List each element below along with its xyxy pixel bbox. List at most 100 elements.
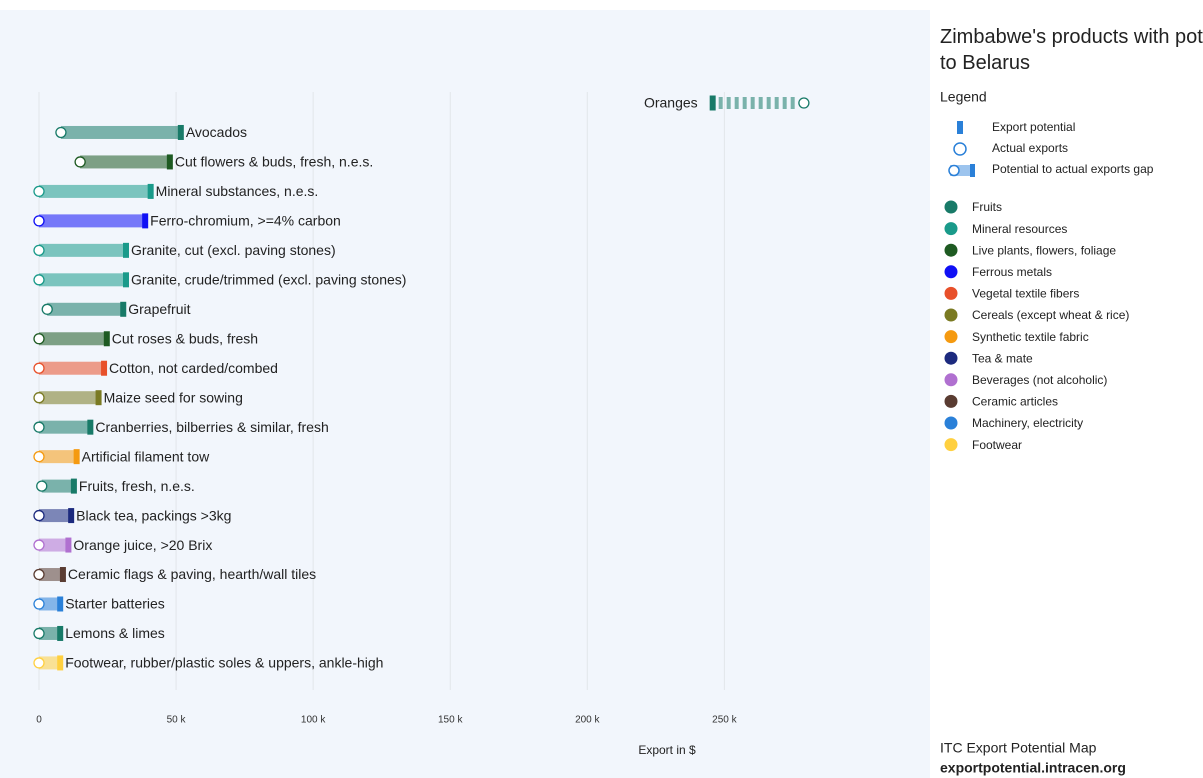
gap-dash xyxy=(718,97,723,109)
gap-dash xyxy=(742,97,747,109)
actual-marker xyxy=(33,450,45,463)
potential-marker xyxy=(70,478,77,494)
legend-icon xyxy=(948,164,960,177)
actual-marker xyxy=(33,627,45,640)
actual-marker xyxy=(33,598,45,610)
product-label: Granite, crude/trimmed (excl. paving sto… xyxy=(131,272,406,288)
gap-bar xyxy=(41,479,72,493)
x-tick-label: 0 xyxy=(36,715,42,726)
legend-icon xyxy=(953,142,967,156)
legend-label: Live plants, flowers, foliage xyxy=(972,243,1116,257)
actual-marker xyxy=(55,126,67,139)
actual-marker xyxy=(33,539,45,551)
x-axis-label: Export in $ xyxy=(638,743,696,757)
legend-label: Fruits xyxy=(972,200,1002,214)
legend-label: Tea & mate xyxy=(972,351,1033,365)
potential-marker xyxy=(95,390,102,406)
legend-swatch xyxy=(944,200,958,214)
gap-bar xyxy=(47,302,122,316)
potential-marker xyxy=(68,508,75,524)
product-label: Oranges xyxy=(644,95,698,111)
potential-marker xyxy=(122,242,129,258)
legend-swatch xyxy=(944,438,958,452)
legend-label: Potential to actual exports gap xyxy=(992,162,1154,176)
legend-swatch xyxy=(944,373,958,387)
legend-label: Footwear xyxy=(972,438,1022,452)
actual-marker xyxy=(36,480,48,492)
legend-icon xyxy=(957,121,963,134)
potential-marker xyxy=(120,301,127,317)
x-tick-label: 100 k xyxy=(301,715,326,726)
legend-label: Machinery, electricity xyxy=(972,416,1083,430)
gap-dash xyxy=(774,97,779,109)
actual-marker xyxy=(33,215,45,227)
product-label: Lemons & limes xyxy=(65,625,165,641)
product-label: Cut roses & buds, fresh xyxy=(112,330,258,346)
potential-marker xyxy=(142,213,149,229)
potential-marker xyxy=(177,124,184,140)
legend-swatch xyxy=(944,222,958,236)
actual-marker xyxy=(33,274,45,286)
actual-marker xyxy=(74,156,86,168)
gap-dash xyxy=(766,97,771,109)
gap-bar xyxy=(39,391,97,405)
product-label: Ferro-chromium, >=4% carbon xyxy=(150,213,341,229)
x-tick-label: 200 k xyxy=(575,715,600,726)
actual-marker xyxy=(33,244,45,257)
gap-dash xyxy=(758,97,763,109)
actual-marker xyxy=(33,568,45,581)
legend-label: Actual exports xyxy=(992,141,1068,155)
actual-marker xyxy=(33,392,45,404)
product-label: Black tea, packings >3kg xyxy=(76,507,231,523)
product-label: Grapefruit xyxy=(128,301,190,317)
actual-marker xyxy=(33,362,45,374)
legend-label: Cereals (except wheat & rice) xyxy=(972,308,1129,322)
legend-icon xyxy=(970,164,975,177)
gap-bar xyxy=(39,568,61,582)
source-url: exportpotential.intracen.org xyxy=(940,760,1126,776)
legend-swatch xyxy=(944,286,958,300)
gap-bar xyxy=(39,361,103,375)
legend-label: Vegetal textile fibers xyxy=(972,287,1079,301)
product-label: Orange juice, >20 Brix xyxy=(73,537,212,553)
product-label: Granite, cut (excl. paving stones) xyxy=(131,242,336,258)
actual-marker xyxy=(33,421,45,433)
source: ITC Export Potential Map xyxy=(940,740,1097,756)
product-label: Artificial filament tow xyxy=(82,448,210,464)
gap-bar xyxy=(39,597,59,611)
gap-bar xyxy=(39,420,89,434)
potential-marker xyxy=(57,655,64,671)
legend-swatch xyxy=(944,330,958,344)
product-label: Footwear, rubber/plastic soles & uppers,… xyxy=(65,655,383,671)
product-label: Maize seed for sowing xyxy=(104,389,243,405)
potential-marker xyxy=(87,419,94,435)
actual-marker xyxy=(41,303,53,315)
gap-bar xyxy=(39,450,75,464)
legend-label: Ferrous metals xyxy=(972,265,1052,279)
gap-bar xyxy=(39,184,149,198)
potential-marker xyxy=(59,567,66,583)
x-tick-label: 150 k xyxy=(438,715,463,726)
legend-icon xyxy=(950,165,972,176)
gap-bar xyxy=(39,332,105,346)
legend-swatch xyxy=(944,416,958,430)
gap-bar xyxy=(39,626,59,640)
legend-label: Beverages (not alcoholic) xyxy=(972,373,1107,387)
product-label: Cotton, not carded/combed xyxy=(109,360,278,376)
legend-swatch xyxy=(944,308,958,322)
potential-marker xyxy=(57,596,64,612)
gap-dash xyxy=(750,97,755,109)
gap-dash xyxy=(734,97,739,109)
gap-dash xyxy=(782,97,787,109)
potential-marker xyxy=(709,95,716,111)
actual-marker xyxy=(33,333,45,345)
potential-marker xyxy=(122,272,129,288)
chart-title: Zimbabwe's products with potentialto Bel… xyxy=(940,26,1203,74)
legend-title: Legend xyxy=(940,89,987,105)
legend-swatch xyxy=(944,243,958,257)
legend-swatch xyxy=(944,265,958,279)
actual-marker xyxy=(798,97,810,109)
product-label: Fruits, fresh, n.e.s. xyxy=(79,478,195,494)
gap-bar xyxy=(39,538,67,552)
